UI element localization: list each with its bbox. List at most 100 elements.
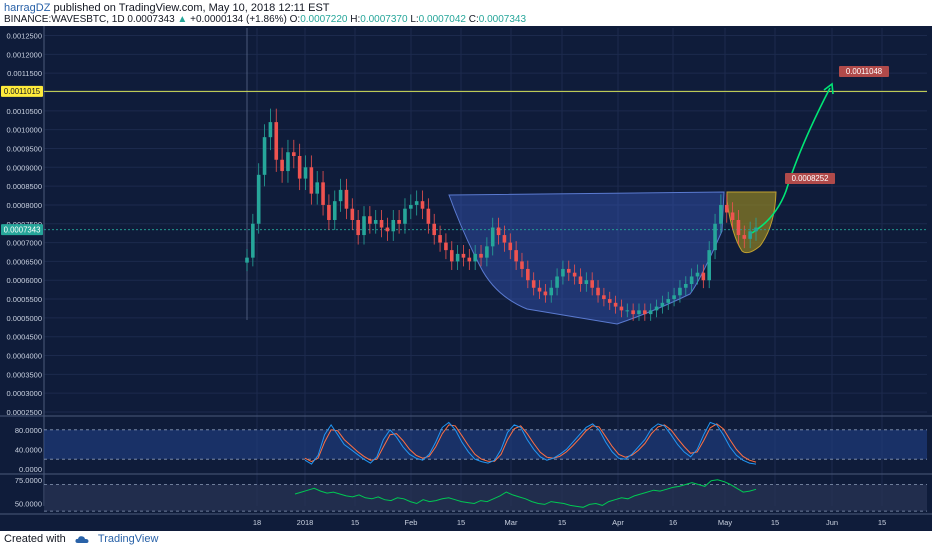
candle-body [689,276,694,284]
candle-body [707,250,711,281]
low-label: L: [410,14,419,25]
price-tick-label: 0.0008500 [7,182,42,191]
price-tick-label: 0.0012500 [7,32,42,41]
candle-body [643,310,647,315]
tradingview-logo-text[interactable]: TradingView [97,533,159,545]
stochastic-pane: 80.0000 40.0000 0.0000 [0,415,932,474]
candle-body [602,295,606,300]
current-price-label: 0.0007343 [4,225,41,234]
candle-body [245,257,249,263]
rsi-axis-label: 50.0000 [15,500,42,509]
candle-body [555,276,559,288]
current-price-label-box [1,224,43,236]
candle-body [274,122,279,160]
time-tick-label: Apr [612,518,624,527]
open-label: O: [289,14,301,25]
candle-body [426,208,431,224]
candle-body [455,253,460,262]
candle-body [666,299,671,303]
candle-body [537,287,542,292]
open-value: 0.0007220 [300,14,348,25]
candle-body [350,208,355,220]
candle-body [701,272,706,281]
candle-body [549,287,554,296]
candles-series [245,108,758,321]
time-tick-label: 15 [878,518,886,527]
candle-body [637,310,641,315]
candle-body [648,310,653,315]
candle-body [467,257,472,262]
published-text: published on TradingView.com, May 10, 20… [53,2,330,14]
target-mid-label: 0.0008252 [792,174,829,183]
candle-body [526,268,530,281]
time-tick-label: Feb [405,518,418,527]
candle-body [572,272,577,277]
candle-body [251,223,255,258]
price-axis: 0.00125000.00120000.00115000.00110000.00… [0,26,45,506]
stoch-band [44,429,927,460]
stoch-axis-label: 80.0000 [15,426,42,435]
target-high-label-box [839,66,889,77]
candle-body [678,287,682,296]
author-link[interactable]: harragDZ [4,2,51,14]
stoch-d-line [304,423,757,463]
candle-body [362,216,366,236]
close-value: 0.0007343 [478,14,527,25]
candle-body [566,268,571,273]
price-tick-label: 0.0005000 [7,314,42,323]
target-high-label: 0.0011048 [846,67,882,76]
stoch-k-line [304,421,757,465]
candle-body [344,189,349,209]
candle-body [292,152,296,156]
candle-body [338,189,343,202]
candle-body [286,152,290,172]
footer: Created with TradingView [4,533,158,545]
candle-body [713,223,717,251]
candle-body [531,280,536,288]
symbol-name[interactable]: BINANCE:WAVESBTC, 1D [4,14,125,25]
candle-body [502,235,507,243]
candle-body [748,231,752,239]
tradingview-cloud-icon [75,535,89,543]
candle-body [754,227,758,232]
candle-body [327,204,331,220]
price-tick-label: 0.0009000 [7,163,42,172]
candle-body [315,182,320,194]
candle-body [619,306,624,311]
up-arrow-icon: ▲ [177,14,188,25]
candle-body [695,272,700,277]
candle-body [280,159,284,172]
candle-body [444,242,448,251]
rsi-line [294,479,757,508]
high-value: 0.0007370 [360,14,408,25]
candle-body [297,156,302,179]
time-tick-label: May [718,518,732,527]
time-tick-label: 2018 [297,518,314,527]
candle-body [736,220,741,236]
candle-body [660,302,665,307]
price-tick-label: 0.0009500 [7,144,42,153]
candle-body [683,284,688,288]
price-tick-label: 0.0010000 [7,126,42,135]
candle-body [672,295,676,300]
price-tick-label: 0.0006000 [7,276,42,285]
candle-body [590,280,594,288]
created-with-text: Created with [4,533,66,545]
candle-body [391,220,396,232]
candle-body [561,268,565,277]
time-tick-label: 15 [771,518,779,527]
price-tick-label: 0.0010500 [7,107,42,116]
candle-body [414,201,419,205]
price-tick-label: 0.0004500 [7,333,42,342]
price-axis-bg [0,26,44,506]
time-tick-label: 15 [457,518,465,527]
candle-body [420,201,425,209]
rsi-pane: 75.0000 50.0000 [0,473,932,512]
last-price: 0.0007343 [127,14,175,25]
price-chart[interactable]: 0.00125000.00120000.00115000.00110000.00… [0,26,932,531]
stoch-axis-label: 0.0000 [19,465,42,474]
time-axis: 18 2018 15 Feb 15 Mar 15 Apr 16 May 15 Jun 15 [0,513,932,527]
candle-body [368,216,372,224]
candle-body [631,310,635,315]
chart-drawings [44,28,927,325]
